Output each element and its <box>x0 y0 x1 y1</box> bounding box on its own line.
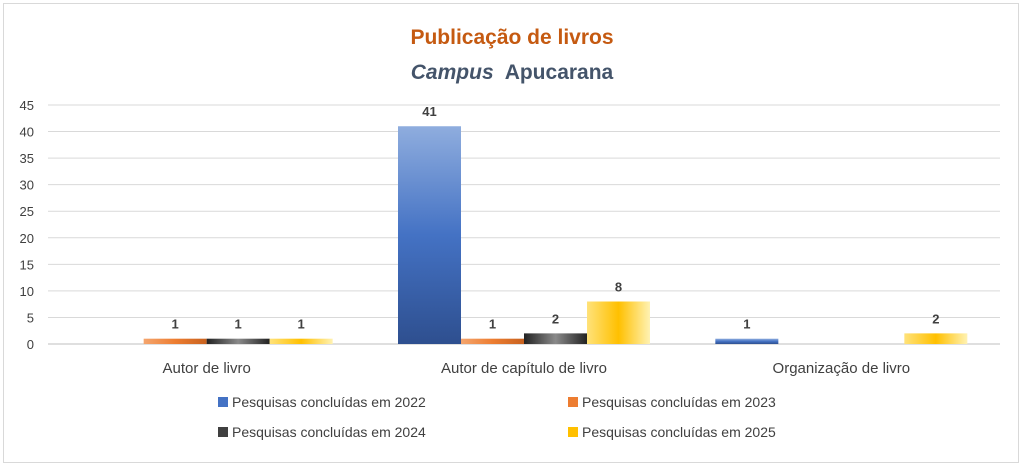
data-labels: 1 1 1 41 1 2 8 1 2 <box>172 104 940 331</box>
legend-swatch <box>218 427 228 437</box>
bar <box>587 301 650 344</box>
y-tick-label: 20 <box>20 231 34 246</box>
data-label: 1 <box>172 317 179 332</box>
data-label: 1 <box>298 317 305 332</box>
y-tick-label: 0 <box>27 337 34 352</box>
data-label: 41 <box>422 104 436 119</box>
y-tick-label: 35 <box>20 151 34 166</box>
bar <box>206 338 270 344</box>
bar <box>143 338 207 344</box>
y-tick-label: 25 <box>20 204 34 219</box>
bar <box>524 333 587 344</box>
legend-label: Pesquisas concluídas em 2024 <box>232 424 426 440</box>
x-category-label: Organização de livro <box>773 360 911 377</box>
bar <box>398 126 461 344</box>
x-category-label: Autor de livro <box>162 360 250 377</box>
gridlines <box>48 104 1000 345</box>
x-category-label: Autor de capítulo de livro <box>441 360 607 377</box>
bar <box>904 333 968 344</box>
legend-label: Pesquisas concluídas em 2022 <box>232 394 426 410</box>
data-label: 2 <box>552 311 559 326</box>
chart-subtitle-rest: Apucarana <box>505 61 614 84</box>
y-axis-ticks: 0 5 10 15 20 25 30 35 40 45 <box>20 98 34 352</box>
chart-title: Publicação de livros <box>410 26 613 49</box>
data-label: 2 <box>932 311 939 326</box>
data-label: 1 <box>489 317 496 332</box>
legend-label: Pesquisas concluídas em 2025 <box>582 424 776 440</box>
legend-swatch <box>218 397 228 407</box>
y-tick-label: 30 <box>20 178 34 193</box>
category-labels: Autor de livro Autor de capítulo de livro… <box>162 360 910 377</box>
legend-swatch <box>568 427 578 437</box>
bars <box>143 126 968 344</box>
y-tick-label: 45 <box>20 98 34 113</box>
bar <box>715 338 779 344</box>
bar <box>269 338 333 344</box>
legend-swatch <box>568 397 578 407</box>
y-tick-label: 10 <box>20 284 34 299</box>
chart-frame <box>3 3 1019 463</box>
bar <box>461 338 524 344</box>
y-tick-label: 40 <box>20 125 34 140</box>
data-label: 1 <box>235 317 242 332</box>
data-label: 8 <box>615 280 622 295</box>
chart-subtitle: Campus Apucarana <box>411 61 614 84</box>
chart-subtitle-italic: Campus <box>411 61 494 84</box>
y-tick-label: 15 <box>20 257 34 272</box>
y-tick-label: 5 <box>27 310 34 325</box>
legend: Pesquisas concluídas em 2022 Pesquisas co… <box>218 394 776 440</box>
data-label: 1 <box>743 317 750 332</box>
legend-label: Pesquisas concluídas em 2023 <box>582 394 776 410</box>
